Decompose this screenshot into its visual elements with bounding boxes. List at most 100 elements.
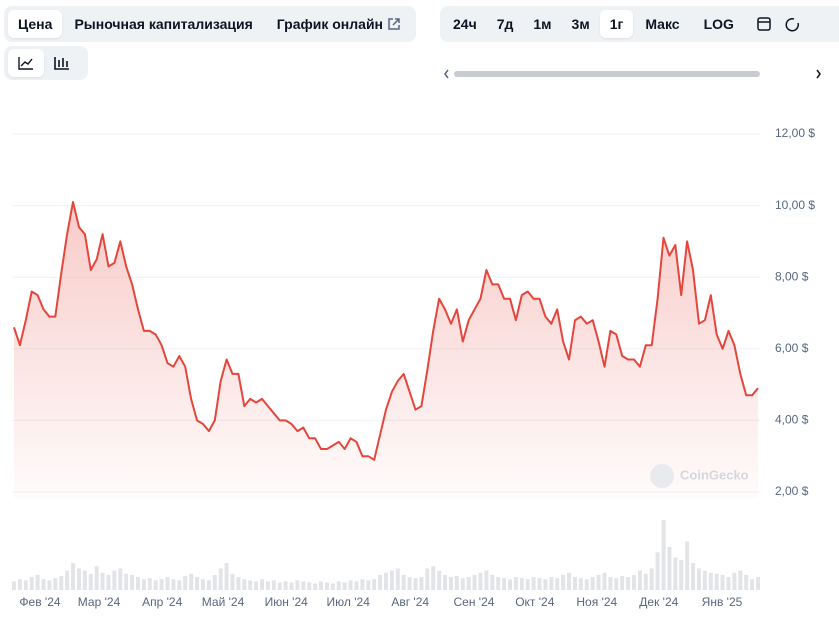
volume-bar [53,578,58,590]
x-tick-label: Мар '24 [78,595,121,609]
tab[interactable]: Цена [8,10,63,38]
volume-bar [360,579,365,590]
volume-bar [513,577,518,590]
volume-bar [525,579,530,590]
volume-bar [401,574,406,590]
candle-button[interactable] [44,49,80,77]
volume-bar [437,570,442,590]
period[interactable]: 3м [571,16,590,32]
volume-bar [65,570,70,590]
volume-bar [218,568,223,590]
y-tick-label: 10,00 $ [775,198,815,212]
volume-bar [454,576,459,590]
volume-bar [572,577,577,590]
volume-bar [655,552,660,590]
volume-bar [35,574,40,590]
volume-bar [183,576,188,590]
volume-bar [336,581,341,590]
calendar-icon[interactable] [746,16,782,32]
volume-bar [667,546,672,590]
candle-icon [54,57,69,70]
volume-bar [136,577,140,590]
volume-bar [732,572,737,590]
volume-bar [384,572,388,590]
volume-bar [76,568,81,590]
line-button[interactable] [8,49,44,77]
volume-bar [555,578,560,590]
x-tick-label: Июн '24 [265,595,309,609]
volume-bar [12,581,16,590]
volume-bar [200,579,205,590]
volume-bar [307,582,312,590]
volume-bar [47,580,52,590]
volume-bar [248,580,253,590]
x-tick-label: Дек '24 [639,595,678,609]
volume-bar [419,577,424,590]
scroll-left[interactable] [444,69,449,79]
volume-bar [643,573,648,590]
y-tick-label: 4,00 $ [775,413,809,427]
volume-bar [448,577,453,590]
volume-bar [389,570,394,590]
watermark: CoinGecko [650,464,749,488]
volume-bar [431,566,436,590]
volume-bar [342,582,347,590]
volume-bar [578,578,583,590]
volume-bar [561,574,566,590]
volume-bar [490,574,495,590]
volume-bar [153,580,158,590]
x-tick-label: Ноя '24 [576,595,617,609]
volume-bar [708,572,713,590]
x-tick-label: Фев '24 [19,595,60,609]
volume-bar [224,563,229,590]
x-tick-label: Янв '25 [702,595,743,609]
period[interactable]: 1м [533,16,552,32]
volume-bar [106,574,111,590]
volume-bar [165,577,170,590]
volume-bar [301,581,306,590]
tab[interactable]: Рыночная капитализация [74,16,253,32]
line-icon [18,57,33,70]
price-area [14,202,758,498]
period[interactable]: 24ч [453,16,477,32]
scrollbar[interactable] [454,71,760,77]
volume-bar [632,574,636,590]
volume-bar [649,568,654,590]
volume-bar [29,577,34,590]
volume-bar [265,581,270,590]
y-tick-label: 2,00 $ [775,484,809,498]
volume-bar [696,568,701,590]
volume-bar [425,568,430,590]
period[interactable]: 7д [496,16,514,32]
volume-bar [354,581,359,590]
volume-bar [112,570,117,590]
volume-bar [242,579,247,590]
volume-bar [372,579,377,590]
volume-bar [23,580,28,590]
tab[interactable]: График онлайн [276,16,384,32]
volume-bar [714,573,719,590]
volume-bar [17,579,22,590]
volume-bar [537,578,542,590]
volume-bar [443,574,448,590]
period[interactable]: Макс [645,16,680,32]
period[interactable]: 1г [599,10,634,38]
scroll-right[interactable] [816,69,821,79]
volume-bar [620,576,625,590]
x-tick-label: Окт '24 [515,595,555,609]
reset-icon[interactable] [782,16,802,32]
volume-bar [460,578,465,590]
period[interactable]: LOG [703,16,734,32]
period-group: 24ч 7д 1м 3м 1г Макс LOG [440,6,839,42]
volume-bar [88,573,93,590]
y-tick-label: 12,00 $ [775,126,815,140]
volume-bar [484,570,489,590]
volume-bar [608,577,613,590]
volume-bar [277,582,282,590]
volume-bar [130,574,135,590]
volume-bar [147,578,152,590]
volume-bar [567,572,572,590]
volume-bar [508,579,512,590]
